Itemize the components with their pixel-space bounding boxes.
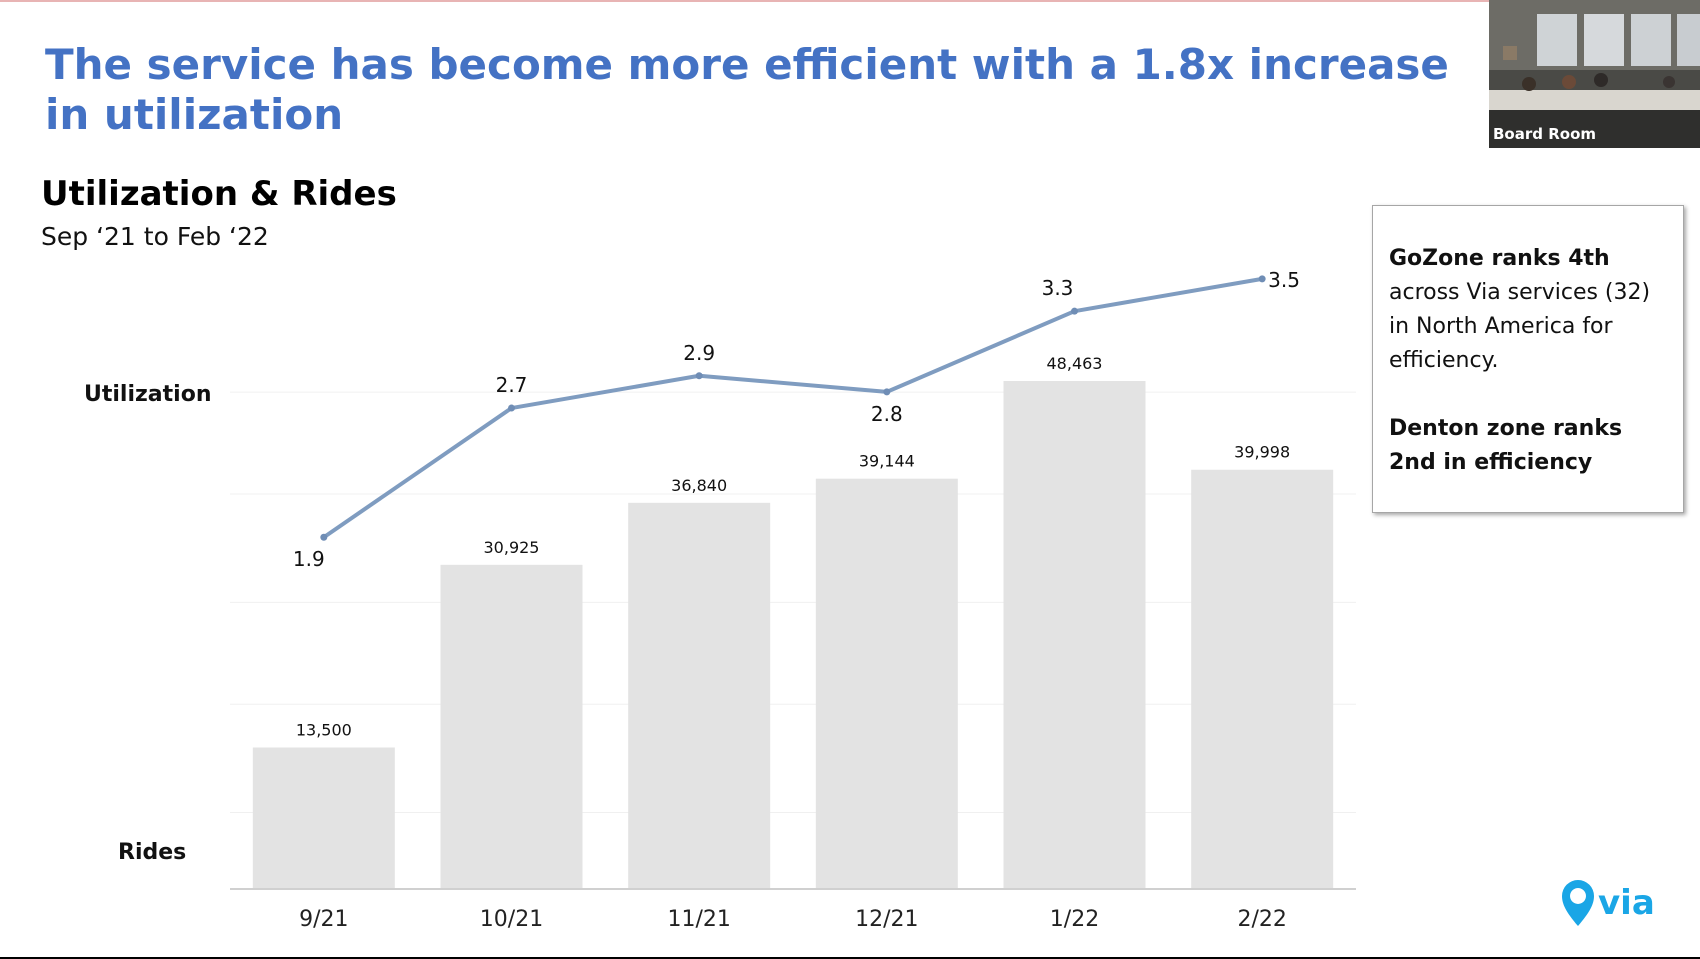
utilization-data-label: 3.5 [1268, 268, 1300, 292]
camera-tile-label: Board Room [1493, 125, 1597, 143]
utilization-line-group [320, 275, 1266, 541]
rides-data-label: 39,998 [1234, 443, 1290, 462]
utilization-point [1071, 307, 1078, 315]
callout-rank-highlight: GoZone ranks 4th [1389, 246, 1610, 271]
x-tick-label: 9/21 [299, 907, 348, 932]
rides-row-label: Rides [118, 840, 186, 865]
rides-labels: 13,500 30,925 36,840 39,144 48,463 39,998 [296, 354, 1290, 739]
utilization-data-label: 3.3 [1042, 276, 1074, 300]
rides-bar [252, 747, 395, 889]
utilization-point [695, 372, 703, 380]
utilization-data-label: 2.8 [871, 402, 903, 426]
utilization-point [883, 388, 891, 396]
utilization-point [508, 404, 515, 412]
video-camera-tile[interactable]: Board Room [1489, 0, 1700, 148]
utilization-row-label: Utilization [84, 382, 212, 407]
rides-bar [1191, 469, 1334, 889]
rides-data-label: 30,925 [484, 538, 540, 557]
rides-bar [815, 478, 958, 889]
via-pin-icon [1562, 880, 1594, 926]
rides-bar [440, 564, 583, 889]
via-logo: via [1562, 880, 1655, 926]
callout-denton-rank: Denton zone ranks 2nd in efficiency [1389, 416, 1623, 475]
rides-bar [628, 502, 771, 889]
x-tick-label: 1/22 [1050, 907, 1099, 932]
utilization-line [322, 276, 1263, 539]
rides-bar [1003, 381, 1146, 889]
board-room-video-frame [1489, 0, 1700, 148]
chart-subtitle: Sep ‘21 to Feb ‘22 [41, 222, 269, 251]
x-tick-label: 11/21 [667, 907, 730, 932]
chart-heading: Utilization & Rides [41, 174, 397, 214]
utilization-labels: 1.9 2.7 2.9 2.8 3.3 3.5 [293, 268, 1300, 571]
x-tick-label: 2/22 [1237, 907, 1286, 932]
rides-data-label: 48,463 [1047, 354, 1103, 373]
rides-data-label: 13,500 [296, 720, 352, 739]
utilization-data-label: 2.9 [683, 341, 715, 365]
grid-lines [230, 391, 1356, 814]
x-tick-label: 12/21 [855, 907, 918, 932]
efficiency-callout-box: GoZone ranks 4th across Via services (32… [1372, 205, 1684, 513]
utilization-data-label: 2.7 [496, 373, 528, 397]
rides-bars [252, 381, 1334, 889]
via-wordmark: via [1598, 883, 1655, 923]
callout-rank-detail: across Via services (32) in North Americ… [1389, 280, 1651, 373]
x-axis: 9/21 10/21 11/21 12/21 1/22 2/22 [230, 888, 1356, 932]
utilization-data-label: 1.9 [293, 547, 325, 571]
x-tick-label: 10/21 [480, 907, 543, 932]
rides-data-label: 39,144 [859, 452, 915, 471]
slide-title: The service has become more efficient wi… [45, 40, 1449, 139]
utilization-point [1258, 275, 1266, 283]
utilization-point [320, 533, 328, 541]
rides-data-label: 36,840 [671, 476, 727, 495]
